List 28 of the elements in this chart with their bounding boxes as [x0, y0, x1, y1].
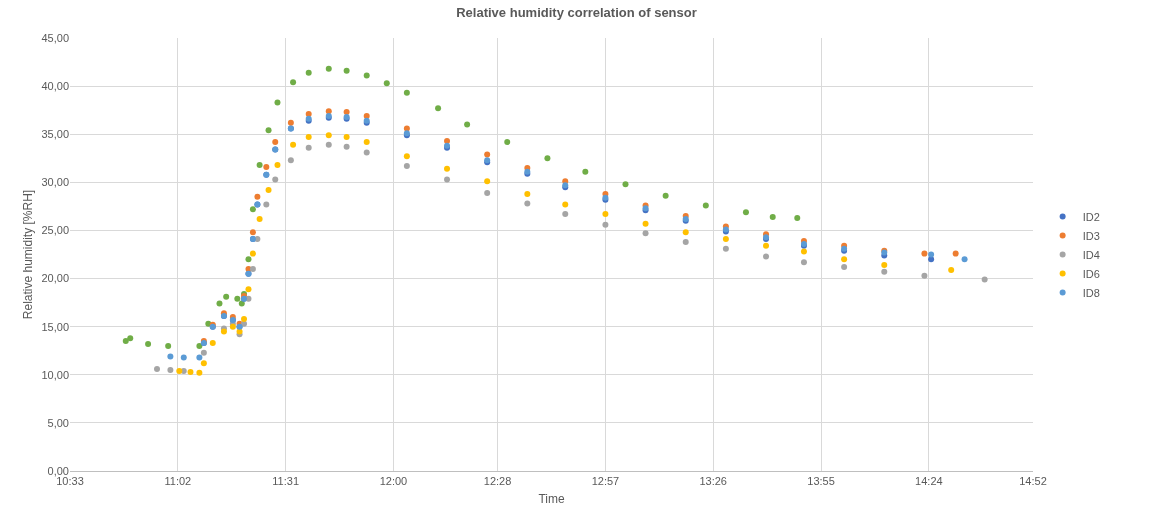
chart-title: Relative humidity correlation of sensor	[456, 4, 697, 20]
y-tick-label: 25,00	[41, 224, 69, 237]
legend-label: ID3	[1082, 229, 1100, 242]
y-tick-label: 35,00	[41, 128, 69, 141]
x-tick-label: 12:28	[483, 475, 512, 488]
y-tick-label: 45,00	[41, 31, 69, 44]
x-tick-label: 12:00	[379, 475, 408, 488]
x-tick-label: 13:55	[807, 475, 835, 488]
y-tick-label: 0,00	[47, 464, 69, 477]
x-tick-label: 14:24	[915, 475, 943, 488]
legend-label: ID6	[1082, 267, 1100, 280]
x-tick-label: 11:02	[164, 475, 192, 488]
y-tick-label: 40,00	[41, 79, 69, 92]
legend-label: ID4	[1082, 248, 1100, 261]
x-tick-label: 10:33	[56, 475, 84, 488]
y-tick-label: 20,00	[41, 272, 69, 285]
y-axis-title: Relative humidity [%RH]	[20, 189, 35, 320]
x-tick-label: 11:31	[272, 475, 300, 488]
legend-label: ID8	[1082, 286, 1100, 299]
x-tick-label: 13:26	[699, 475, 727, 488]
y-tick-label: 10,00	[41, 368, 69, 381]
y-tick-label: 15,00	[41, 320, 69, 333]
legend-label: ID2	[1082, 210, 1100, 223]
y-tick-label: 5,00	[47, 416, 69, 429]
x-tick-label: 14:52	[1019, 475, 1047, 488]
x-tick-label: 12:57	[591, 475, 620, 488]
y-tick-label: 30,00	[41, 176, 69, 189]
x-axis-title: Time	[538, 492, 565, 507]
